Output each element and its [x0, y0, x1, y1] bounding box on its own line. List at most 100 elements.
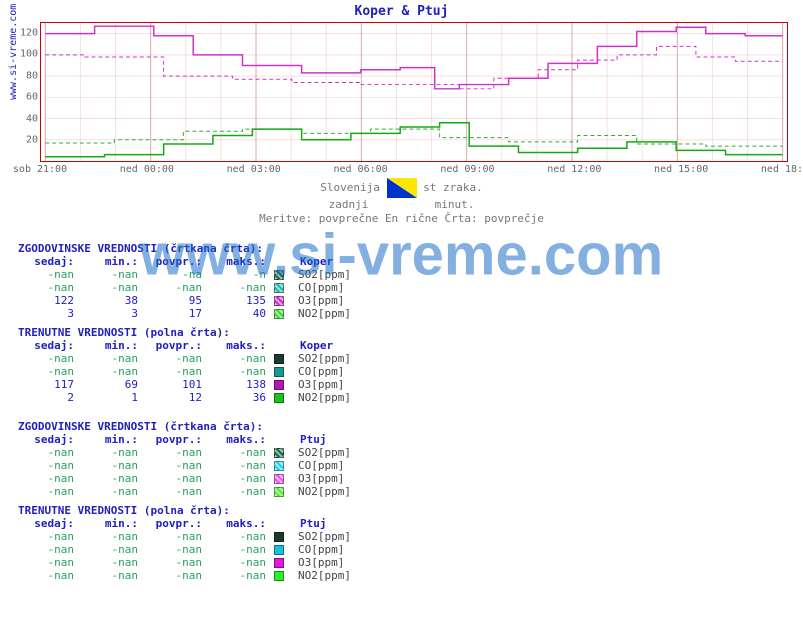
table-title: TRENUTNE VREDNOSTI (polna črta):: [18, 326, 793, 339]
cell-value: -nan: [146, 569, 210, 582]
param-label: CO[ppm]: [296, 281, 359, 294]
param-label: O3[ppm]: [296, 472, 359, 485]
table-title: TRENUTNE VREDNOSTI (polna črta):: [18, 504, 793, 517]
table-row: -nan-nan-nan-nanNO2[ppm]: [18, 569, 359, 582]
cell-value: -nan: [210, 459, 274, 472]
cell-value: -nan: [82, 556, 146, 569]
ytick-label: 120: [18, 27, 38, 38]
cell-value: 17: [146, 307, 210, 320]
cell-value: -nan: [210, 485, 274, 498]
cell-value: -nan: [82, 365, 146, 378]
cell-value: 138: [210, 378, 274, 391]
table-row: 211236NO2[ppm]: [18, 391, 359, 404]
col-header: sedaj:: [18, 433, 82, 446]
cell-value: -nan: [146, 485, 210, 498]
cell-value: -nan: [146, 459, 210, 472]
data-table: sedaj:min.:povpr.:maks.:Koper-nan-nan-na…: [18, 255, 359, 320]
table-row: -nan-nan-nan-nanO3[ppm]: [18, 556, 359, 569]
color-swatch: [274, 448, 284, 458]
ytick-label: 60: [18, 92, 38, 103]
color-swatch: [274, 270, 284, 280]
cell-value: -nan: [210, 472, 274, 485]
col-header: min.:: [82, 339, 146, 352]
tables-container: ZGODOVINSKE VREDNOSTI (črtkana črta): sed…: [18, 236, 793, 582]
info-text-3: Meritve: povprečne En rične Črta: povpre…: [0, 212, 803, 226]
col-header: sedaj:: [18, 339, 82, 352]
color-swatch: [274, 571, 284, 581]
cell-value: 38: [82, 294, 146, 307]
table-row: -nan-nan-nan-nanSO2[ppm]: [18, 446, 359, 459]
color-swatch: [274, 558, 284, 568]
col-header: povpr.:: [146, 433, 210, 446]
cell-value: 2: [18, 391, 82, 404]
param-label: CO[ppm]: [296, 459, 359, 472]
cell-value: -nan: [210, 352, 274, 365]
color-swatch: [274, 393, 284, 403]
xtick-label: ned 09:00: [440, 164, 494, 175]
xtick-label: ned 06:00: [333, 164, 387, 175]
color-swatch: [274, 474, 284, 484]
cell-value: -nan: [146, 556, 210, 569]
cell-value: -nan: [18, 472, 82, 485]
cell-value: -nan: [82, 446, 146, 459]
location-header: Ptuj: [296, 433, 359, 446]
col-header: povpr.:: [146, 255, 210, 268]
chart-plot-area: [40, 22, 788, 162]
color-swatch: [274, 461, 284, 471]
cell-value: -nan: [82, 268, 146, 281]
cell-value: -nan: [146, 365, 210, 378]
col-header: povpr.:: [146, 339, 210, 352]
location-header: Koper: [296, 339, 359, 352]
cell-value: 3: [82, 307, 146, 320]
table-row: -nan-nan-nan-nanCO[ppm]: [18, 365, 359, 378]
cell-value: -nan: [18, 543, 82, 556]
col-header: min.:: [82, 433, 146, 446]
table-row: -nan-nan-nan-nanNO2[ppm]: [18, 485, 359, 498]
col-header: maks.:: [210, 339, 274, 352]
flag-icon: [387, 178, 417, 198]
cell-value: -nan: [146, 352, 210, 365]
ytick-label: 20: [18, 135, 38, 146]
color-swatch: [274, 380, 284, 390]
color-swatch: [274, 309, 284, 319]
cell-value: -nan: [82, 459, 146, 472]
cell-value: -nan: [210, 556, 274, 569]
table-title: ZGODOVINSKE VREDNOSTI (črtkana črta):: [18, 242, 793, 255]
cell-value: 95: [146, 294, 210, 307]
param-label: SO2[ppm]: [296, 268, 359, 281]
cell-value: 122: [18, 294, 82, 307]
info-text-1a: Slovenija: [320, 181, 380, 194]
cell-value: -nan: [18, 281, 82, 294]
table-row: -nan-nan-nan-nanCO[ppm]: [18, 281, 359, 294]
info-block: Slovenija st zraka. zadnji minut. Meritv…: [0, 178, 803, 226]
param-label: O3[ppm]: [296, 378, 359, 391]
cell-value: 117: [18, 378, 82, 391]
cell-value: -nan: [82, 543, 146, 556]
color-swatch: [274, 283, 284, 293]
cell-value: -nan: [146, 446, 210, 459]
cell-value: -nan: [18, 530, 82, 543]
cell-value: -nan: [210, 530, 274, 543]
cell-value: -nan: [18, 569, 82, 582]
cell-value: -nan: [146, 543, 210, 556]
table-row: -nan-nan-nan-nanCO[ppm]: [18, 543, 359, 556]
cell-value: 3: [18, 307, 82, 320]
xtick-label: ned 03:00: [227, 164, 281, 175]
param-label: SO2[ppm]: [296, 530, 359, 543]
cell-value: 36: [210, 391, 274, 404]
info-text-1b: st zraka.: [423, 181, 483, 194]
table-row: -nan-nan-nan-nanSO2[ppm]: [18, 352, 359, 365]
color-swatch: [274, 354, 284, 364]
cell-value: -nan: [18, 446, 82, 459]
cell-value: -nan: [210, 543, 274, 556]
cell-value: -nan: [210, 281, 274, 294]
location-header: Koper: [296, 255, 359, 268]
info-text-2b: minut.: [435, 198, 475, 211]
col-header: maks.:: [210, 517, 274, 530]
cell-value: -nan: [18, 352, 82, 365]
location-header: Ptuj: [296, 517, 359, 530]
xtick-label: sob 21:00: [13, 164, 67, 175]
param-label: SO2[ppm]: [296, 446, 359, 459]
ytick-label: 100: [18, 49, 38, 60]
col-header: sedaj:: [18, 517, 82, 530]
